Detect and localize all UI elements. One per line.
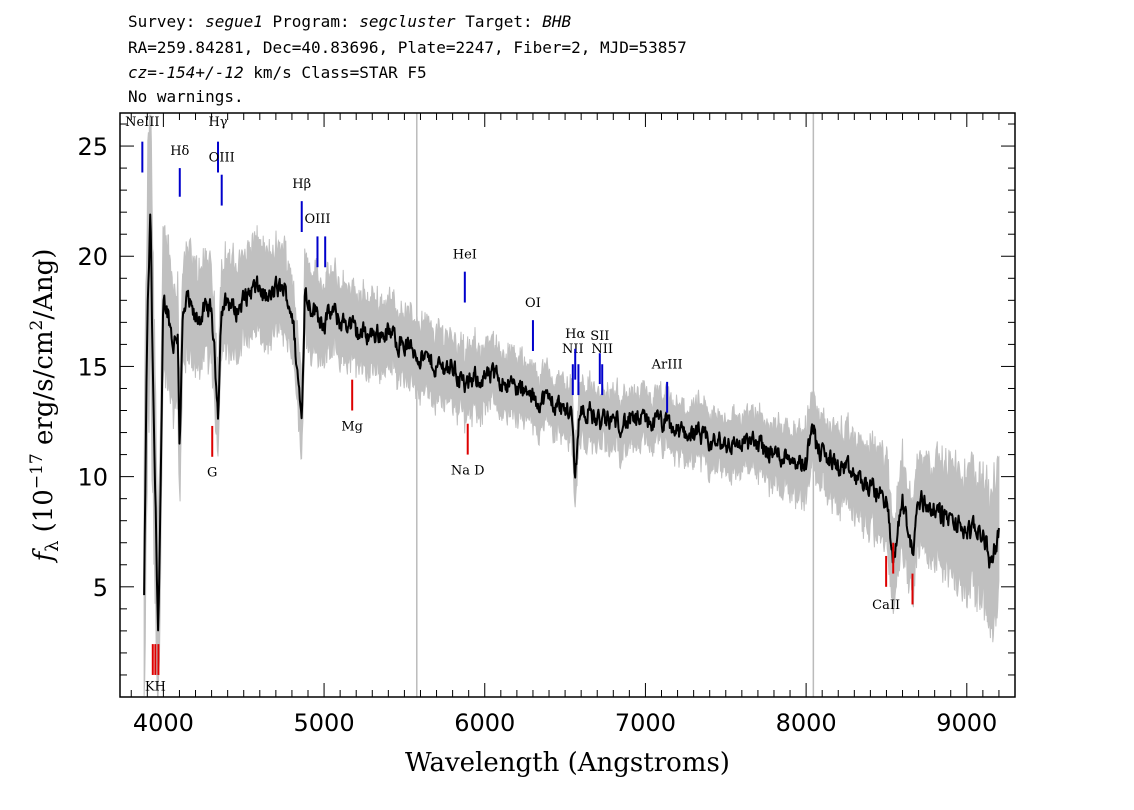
- y-tick-label: 5: [93, 574, 108, 602]
- x-axis-ticks: 4000 5000 6000 7000 8000 9000: [130, 113, 1016, 737]
- y-tick-label: 10: [77, 464, 108, 492]
- line-label: NII: [562, 342, 584, 357]
- y-tick-label: 15: [77, 353, 108, 381]
- plot-frame: [119, 112, 1016, 698]
- x-tick-label: 9000: [936, 709, 997, 737]
- line-label: OIII: [209, 150, 235, 165]
- target-value: BHB: [542, 12, 572, 31]
- line-label: KH: [145, 679, 166, 694]
- x-tick-label: 6000: [454, 709, 515, 737]
- x-tick-label: 8000: [776, 709, 837, 737]
- error-band-area: [143, 114, 1000, 697]
- line-label: NeIII: [125, 115, 159, 130]
- x-axis-title: Wavelength (Angstroms): [405, 748, 730, 778]
- line-label: Hβ: [292, 177, 311, 192]
- x-tick-label: 5000: [294, 709, 355, 737]
- line-label: CaII: [872, 598, 900, 613]
- line-label: Hα: [565, 327, 585, 342]
- program-value: segcluster: [359, 12, 456, 31]
- y-tick-label: 20: [77, 243, 108, 271]
- line-label: OIII: [304, 212, 330, 227]
- cz-value: cz=-154+/-12: [128, 63, 244, 82]
- x-tick-label: 4000: [133, 709, 194, 737]
- line-label: OI: [525, 296, 541, 311]
- line-label: Na D: [451, 463, 485, 478]
- line-label: Mg: [341, 419, 363, 434]
- header-line-3: cz=-154+/-12 km/s Class=STAR F5: [128, 63, 427, 82]
- line-label: Hδ: [170, 144, 189, 159]
- y-axis-title: fλ(10−17 erg/s/cm2/Ang): [27, 249, 63, 564]
- flux-series: [143, 213, 1000, 632]
- x-tick-label: 7000: [615, 709, 676, 737]
- error-band: [143, 114, 1000, 697]
- line-label: G: [207, 466, 217, 481]
- header-line-1: Survey: segue1 Program: segcluster Targe…: [128, 12, 572, 31]
- header-warnings: No warnings.: [128, 87, 244, 106]
- line-label: Hγ: [208, 115, 227, 130]
- y-axis-ticks: 5 10 15 20 25: [77, 123, 1015, 676]
- flux-line: [143, 213, 1000, 632]
- line-label: SII: [590, 329, 609, 344]
- y-tick-label: 25: [77, 133, 108, 161]
- header-line-2: RA=259.84281, Dec=40.83696, Plate=2247, …: [128, 38, 687, 57]
- line-label: ArIII: [651, 358, 683, 373]
- survey-value: segue1: [205, 12, 263, 31]
- line-label: NII: [591, 342, 613, 357]
- line-label: HeI: [453, 247, 477, 262]
